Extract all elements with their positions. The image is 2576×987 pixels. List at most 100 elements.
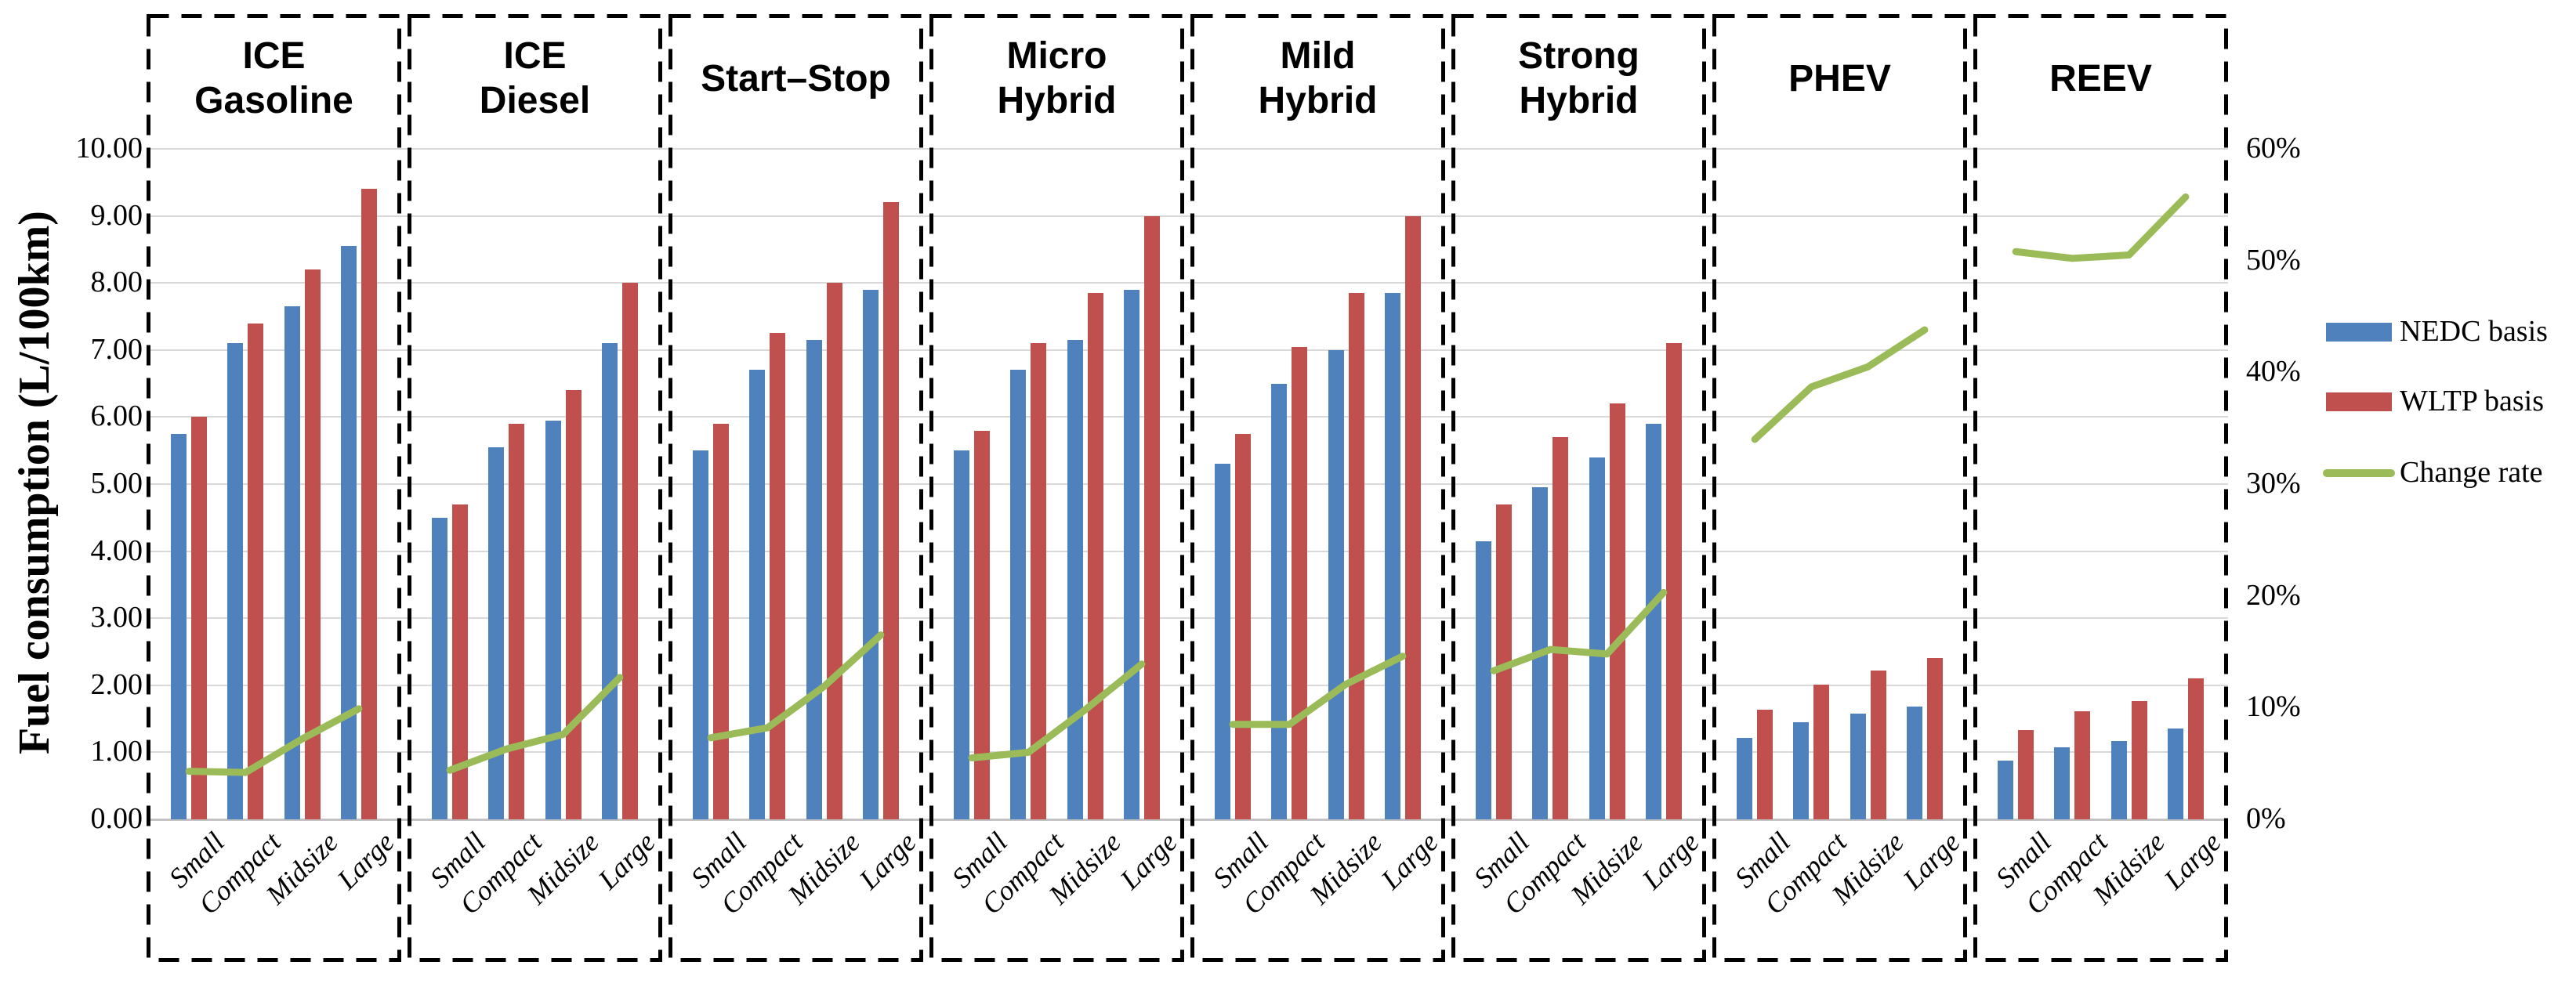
panel-title: PHEV <box>1788 57 1891 99</box>
y-axis-tick-label: 4.00 <box>90 533 143 567</box>
nedc-bar-small <box>1998 760 2014 819</box>
wltp-bar-large <box>1665 343 1682 819</box>
secondary-y-axis-tick-label: 10% <box>2246 690 2301 724</box>
wltp-bar-compact <box>248 323 264 819</box>
nedc-bar-compact <box>488 446 505 819</box>
change-rate-line <box>1751 326 1929 443</box>
nedc-bar-large <box>340 246 357 819</box>
wltp-bar-compact <box>2074 711 2091 819</box>
change-rate-line <box>185 705 363 776</box>
nedc-bar-compact <box>2054 747 2071 819</box>
gridline-4.00 <box>147 550 2228 552</box>
nedc-bar-large <box>1906 707 1922 819</box>
gridline-9.00 <box>147 215 2228 217</box>
secondary-y-axis-tick-label: 0% <box>2246 802 2286 835</box>
legend-swatch-bar <box>2326 323 2392 342</box>
wltp-bar-midsize <box>1609 403 1625 819</box>
y-axis-tick-label: 0.00 <box>90 802 143 835</box>
wltp-bar-compact <box>509 423 525 819</box>
gridline-6.00 <box>147 416 2228 418</box>
wltp-bar-midsize <box>2131 701 2147 819</box>
change-rate-line <box>968 660 1146 762</box>
gridline-7.00 <box>147 349 2228 351</box>
nedc-bar-large <box>2167 728 2183 819</box>
panel-dashed-border <box>147 14 401 962</box>
nedc-bar-large <box>1645 423 1661 819</box>
nedc-bar-compact <box>749 370 766 819</box>
y-axis-tick-label: 9.00 <box>90 198 143 232</box>
gridline-2.00 <box>147 684 2228 686</box>
change-rate-line <box>446 674 624 774</box>
panel-title: Strong Hybrid <box>1518 35 1639 121</box>
nedc-bar-midsize <box>545 420 561 819</box>
secondary-y-axis-tick-label: 40% <box>2246 355 2301 389</box>
nedc-bar-compact <box>1271 383 1288 819</box>
panel-dashed-border <box>929 14 1184 962</box>
panel-title: REEV <box>2049 57 2152 99</box>
nedc-bar-midsize <box>1328 349 1344 819</box>
wltp-bar-small <box>452 504 469 819</box>
wltp-bar-large <box>2187 678 2204 819</box>
nedc-bar-midsize <box>2110 740 2127 819</box>
legend-label: NEDC basis <box>2400 315 2548 348</box>
y-axis-tick-label: 1.00 <box>90 735 143 768</box>
nedc-bar-large <box>1123 289 1139 819</box>
wltp-bar-small <box>2018 730 2034 819</box>
legend-swatch-line <box>2323 469 2395 477</box>
nedc-bar-midsize <box>1850 713 1866 819</box>
secondary-y-axis-tick-label: 20% <box>2246 578 2301 612</box>
panel-title: Mild Hybrid <box>1258 35 1378 121</box>
change-rate-line <box>707 631 885 742</box>
wltp-bar-large <box>621 283 638 819</box>
wltp-bar-midsize <box>1870 670 1886 819</box>
wltp-bar-large <box>882 202 899 819</box>
wltp-bar-compact <box>1552 437 1569 819</box>
gridline-3.00 <box>147 617 2228 620</box>
wltp-bar-large <box>1143 215 1160 819</box>
y-axis-tick-label: 10.00 <box>75 132 143 164</box>
nedc-bar-large <box>601 343 618 819</box>
y-axis-tick-label: 3.00 <box>90 601 143 634</box>
wltp-bar-small <box>713 423 730 819</box>
wltp-bar-small <box>1757 710 1773 819</box>
nedc-bar-small <box>171 433 187 819</box>
y-axis-tick-label: 5.00 <box>90 467 143 500</box>
wltp-bar-large <box>1404 215 1421 819</box>
wltp-bar-compact <box>1031 343 1047 819</box>
wltp-bar-compact <box>1813 684 1830 819</box>
change-rate-line <box>1229 653 1407 728</box>
wltp-bar-midsize <box>1348 293 1364 819</box>
legend-swatch-bar <box>2326 392 2392 411</box>
change-rate-line <box>1490 588 1668 674</box>
gridline-1.00 <box>147 751 2228 754</box>
nedc-bar-small <box>954 450 970 819</box>
nedc-bar-midsize <box>284 306 300 819</box>
nedc-bar-compact <box>1010 370 1027 819</box>
panel-title: ICE Diesel <box>479 35 591 121</box>
legend-label: WLTP basis <box>2400 385 2545 418</box>
nedc-bar-small <box>693 450 709 819</box>
gridline-0.00 <box>147 819 2228 821</box>
nedc-bar-compact <box>227 343 244 819</box>
panel-dashed-border <box>1712 14 1967 962</box>
y-axis-tick-label: 8.00 <box>90 266 143 299</box>
gridline-5.00 <box>147 483 2228 485</box>
panel-dashed-border <box>1190 14 1445 962</box>
change-rate-line <box>2012 193 2190 262</box>
wltp-bar-midsize <box>304 269 321 819</box>
nedc-bar-large <box>862 289 879 819</box>
nedc-bar-small <box>1476 540 1492 819</box>
panel-dashed-border <box>668 14 923 962</box>
y-axis-tick-label: 2.00 <box>90 667 143 701</box>
wltp-bar-small <box>974 430 991 819</box>
wltp-bar-large <box>360 189 377 819</box>
wltp-bar-large <box>1926 657 1943 819</box>
y-axis-tick-label: 7.00 <box>90 332 143 366</box>
gridline-8.00 <box>147 282 2228 284</box>
panel-title: ICE Gasoline <box>194 35 353 121</box>
secondary-y-axis-tick-label: 50% <box>2246 243 2301 277</box>
wltp-bar-midsize <box>565 390 582 819</box>
nedc-bar-midsize <box>1589 457 1605 819</box>
legend-label: Change rate <box>2400 456 2543 489</box>
